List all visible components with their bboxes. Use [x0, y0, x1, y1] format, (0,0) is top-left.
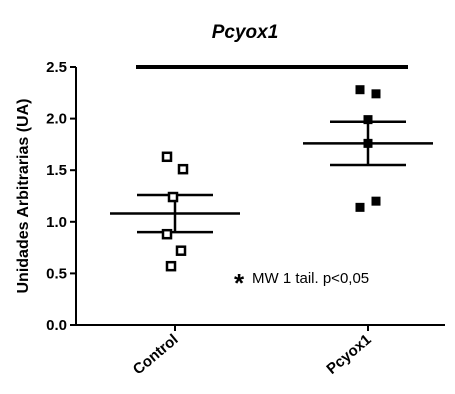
- control-point: [161, 228, 173, 240]
- significance-note: MW 1 tail. p<0,05: [252, 270, 369, 287]
- control-point: [161, 151, 173, 163]
- pcyox1-point: [355, 202, 365, 212]
- axes: 0.0 0.5 1.0 1.5 2.0 2.5 Control Pcyox1: [46, 59, 445, 378]
- x-tick-label: Pcyox1: [323, 331, 374, 378]
- y-tick-label: 2.5: [46, 59, 67, 76]
- pcyox1-point: [371, 89, 381, 99]
- pcyox1-point: [363, 115, 373, 125]
- y-tick-label: 1.5: [46, 162, 67, 179]
- y-tick-label: 0.0: [46, 317, 67, 334]
- pcyox1-point: [363, 138, 373, 148]
- y-tick-label: 1.0: [46, 214, 67, 231]
- y-tick-label: 2.0: [46, 111, 67, 128]
- significance-star: *: [234, 268, 245, 298]
- data-marks: [110, 65, 433, 272]
- annotation: * MW 1 tail. p<0,05: [234, 268, 369, 298]
- chart-title: Pcyox1: [212, 22, 279, 43]
- pcyox1-point: [371, 196, 381, 206]
- y-tick-label: 0.5: [46, 265, 67, 282]
- control-point: [165, 260, 177, 272]
- pcyox1-point: [355, 85, 365, 95]
- y-axis-label: Unidades Arbitrarias (UA): [15, 99, 32, 294]
- control-point: [177, 163, 189, 175]
- control-point: [167, 191, 179, 203]
- x-tick-label: Control: [130, 331, 182, 378]
- control-point: [175, 245, 187, 256]
